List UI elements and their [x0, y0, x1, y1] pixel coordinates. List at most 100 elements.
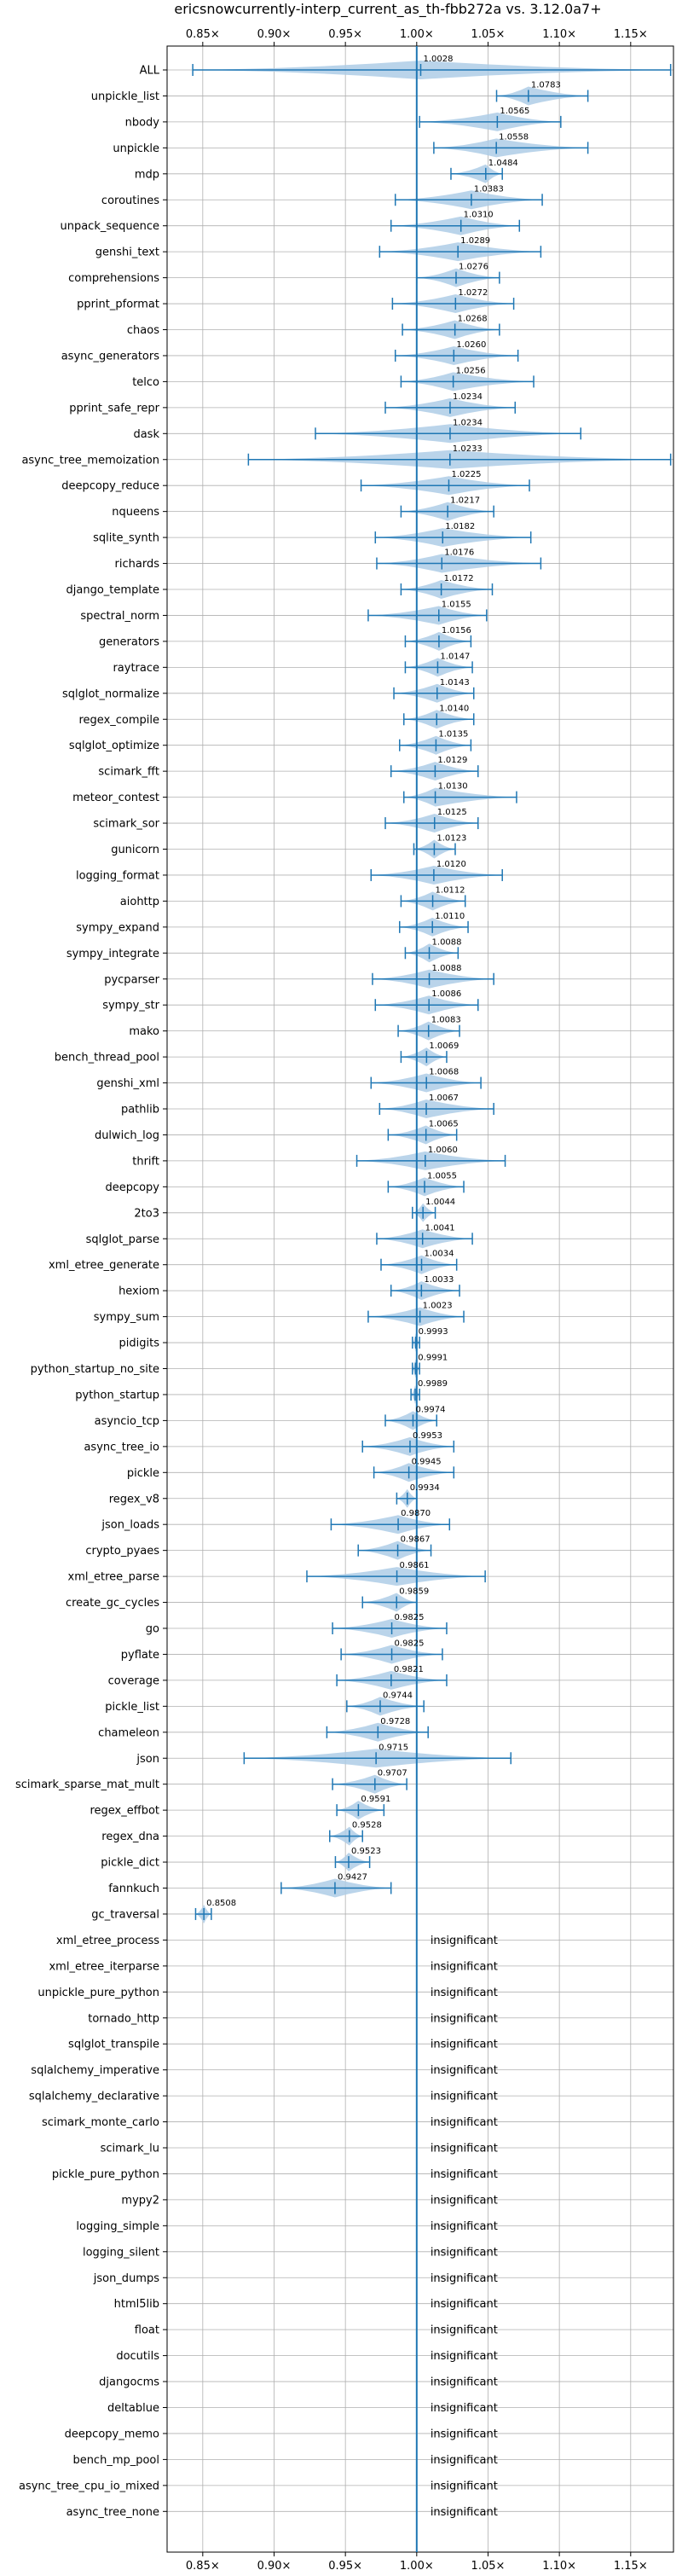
value-label: 1.0256 — [456, 366, 486, 375]
benchmark-label: deepcopy — [105, 1181, 159, 1194]
benchmark-label: dask — [133, 428, 159, 441]
value-label: 0.9991 — [418, 1354, 448, 1363]
benchmark-label: asyncio_tcp — [95, 1415, 159, 1428]
value-label: 1.0289 — [460, 236, 490, 246]
benchmark-label: xml_etree_iterparse — [49, 1960, 159, 1973]
benchmark-label: xml_etree_parse — [68, 1571, 159, 1584]
value-label: 0.8508 — [206, 1899, 236, 1908]
value-label: 1.0125 — [437, 808, 467, 817]
value-label: 1.0234 — [453, 392, 483, 402]
benchmark-label: coroutines — [101, 194, 159, 207]
benchmark-label: tornado_http — [88, 2012, 159, 2025]
value-label: 1.0783 — [531, 80, 561, 90]
benchmark-label: pathlib — [121, 1104, 159, 1117]
value-label: 1.0086 — [431, 989, 461, 999]
benchmark-label: pickle — [127, 1467, 159, 1480]
benchmark-label: nqueens — [112, 506, 159, 519]
value-label: 1.0155 — [442, 600, 471, 609]
x-tick-label-bottom: 1.00× — [400, 2560, 434, 2573]
value-label: 0.9861 — [400, 1561, 430, 1570]
insignificant-label: insignificant — [431, 1935, 498, 1947]
value-label: 1.0233 — [453, 444, 483, 454]
benchmark-label: telco — [132, 376, 159, 389]
benchmark-label: sqlglot_transpile — [68, 2039, 159, 2051]
benchmark-label: scimark_fft — [98, 766, 159, 779]
benchmark-label: regex_v8 — [109, 1493, 159, 1506]
value-label: 1.0060 — [428, 1146, 458, 1155]
benchmark-label: scimark_monte_carlo — [42, 2116, 159, 2129]
x-tick-label-bottom: 0.85× — [186, 2560, 220, 2573]
benchmark-label: xml_etree_process — [56, 1935, 159, 1947]
insignificant-label: insignificant — [431, 2194, 498, 2207]
benchmark-label: pyflate — [121, 1649, 159, 1662]
x-tick-label-top: 0.85× — [186, 28, 220, 41]
benchmark-label: python_startup_no_site — [31, 1363, 159, 1376]
value-label: 1.0120 — [436, 860, 466, 869]
value-label: 1.0172 — [444, 574, 474, 583]
benchmark-label: pprint_safe_repr — [69, 402, 159, 415]
benchmark-label: regex_effbot — [90, 1805, 159, 1818]
value-label: 1.0558 — [499, 132, 529, 142]
value-label: 0.9821 — [394, 1665, 424, 1674]
value-label: 1.0484 — [488, 159, 518, 168]
value-label: 0.9591 — [361, 1795, 390, 1804]
insignificant-label: insignificant — [431, 2143, 498, 2155]
value-label: 0.9744 — [383, 1691, 413, 1700]
benchmark-label: logging_format — [76, 869, 159, 882]
value-label: 1.0123 — [436, 834, 466, 844]
benchmark-label: coverage — [108, 1674, 159, 1687]
benchmark-label: hexiom — [118, 1285, 159, 1298]
benchmark-label: async_tree_io — [84, 1441, 159, 1453]
benchmark-label: gc_traversal — [91, 1908, 159, 1921]
benchmark-label: regex_compile — [78, 714, 159, 727]
benchmark-label: deepcopy_reduce — [61, 480, 159, 493]
value-label: 1.0130 — [438, 782, 468, 792]
value-label: 1.0065 — [429, 1119, 459, 1128]
value-label: 0.9728 — [380, 1717, 410, 1726]
benchmark-label: 2to3 — [134, 1207, 159, 1220]
plot-frame — [166, 45, 674, 2553]
value-label: 1.0069 — [429, 1041, 459, 1051]
insignificant-label: insignificant — [431, 2506, 498, 2519]
benchmark-label: comprehensions — [68, 272, 159, 285]
benchmark-label: xml_etree_generate — [49, 1259, 159, 1272]
benchmark-label: sqlalchemy_imperative — [31, 2064, 159, 2077]
value-label: 1.0083 — [431, 1016, 461, 1025]
x-tick-label-top: 1.15× — [614, 28, 648, 41]
benchmark-label: unpickle_pure_python — [38, 1987, 159, 1999]
benchmark-label: meteor_contest — [72, 792, 159, 804]
value-label: 1.0034 — [425, 1250, 454, 1259]
label-layer: ALL 1.0028 unpickle_list 1.0783 nbody 1.0565 u… — [15, 55, 561, 2519]
value-label: 1.0112 — [436, 885, 465, 895]
value-label: 1.0088 — [432, 937, 462, 947]
benchmark-label: unpickle_list — [91, 90, 159, 103]
insignificant-label: insignificant — [431, 2428, 498, 2440]
benchmark-label: float — [135, 2324, 159, 2337]
value-label: 1.0088 — [432, 964, 462, 973]
insignificant-label: insignificant — [431, 2480, 498, 2492]
benchmark-label: unpickle — [113, 142, 159, 155]
benchmark-label: deepcopy_memo — [65, 2428, 159, 2440]
value-label: 0.9993 — [419, 1327, 448, 1337]
value-label: 1.0383 — [474, 184, 504, 194]
value-label: 1.0260 — [456, 340, 486, 350]
insignificant-label: insignificant — [431, 2091, 498, 2103]
value-label: 0.9427 — [338, 1873, 367, 1883]
insignificant-label: insignificant — [431, 2220, 498, 2233]
benchmark-label: raytrace — [113, 662, 159, 675]
benchmark-label: sqlalchemy_declarative — [29, 2091, 159, 2103]
benchmark-label: logging_silent — [83, 2246, 159, 2259]
value-label: 1.0225 — [451, 470, 481, 479]
benchmark-label: bench_mp_pool — [72, 2454, 159, 2467]
value-label: 1.0028 — [424, 55, 454, 64]
x-tick-label-bottom: 1.15× — [614, 2560, 648, 2573]
value-label: 1.0023 — [423, 1302, 453, 1311]
x-tick-label-bottom: 1.10× — [542, 2560, 576, 2573]
benchmark-label: spectral_norm — [80, 610, 159, 623]
benchmark-label: python_startup — [75, 1389, 159, 1401]
x-tick-label-bottom: 0.95× — [328, 2560, 362, 2573]
benchmark-label: mako — [129, 1025, 159, 1038]
value-label: 0.9989 — [418, 1379, 448, 1389]
value-label: 1.0565 — [500, 107, 529, 116]
benchmark-label: sympy_expand — [76, 921, 159, 934]
